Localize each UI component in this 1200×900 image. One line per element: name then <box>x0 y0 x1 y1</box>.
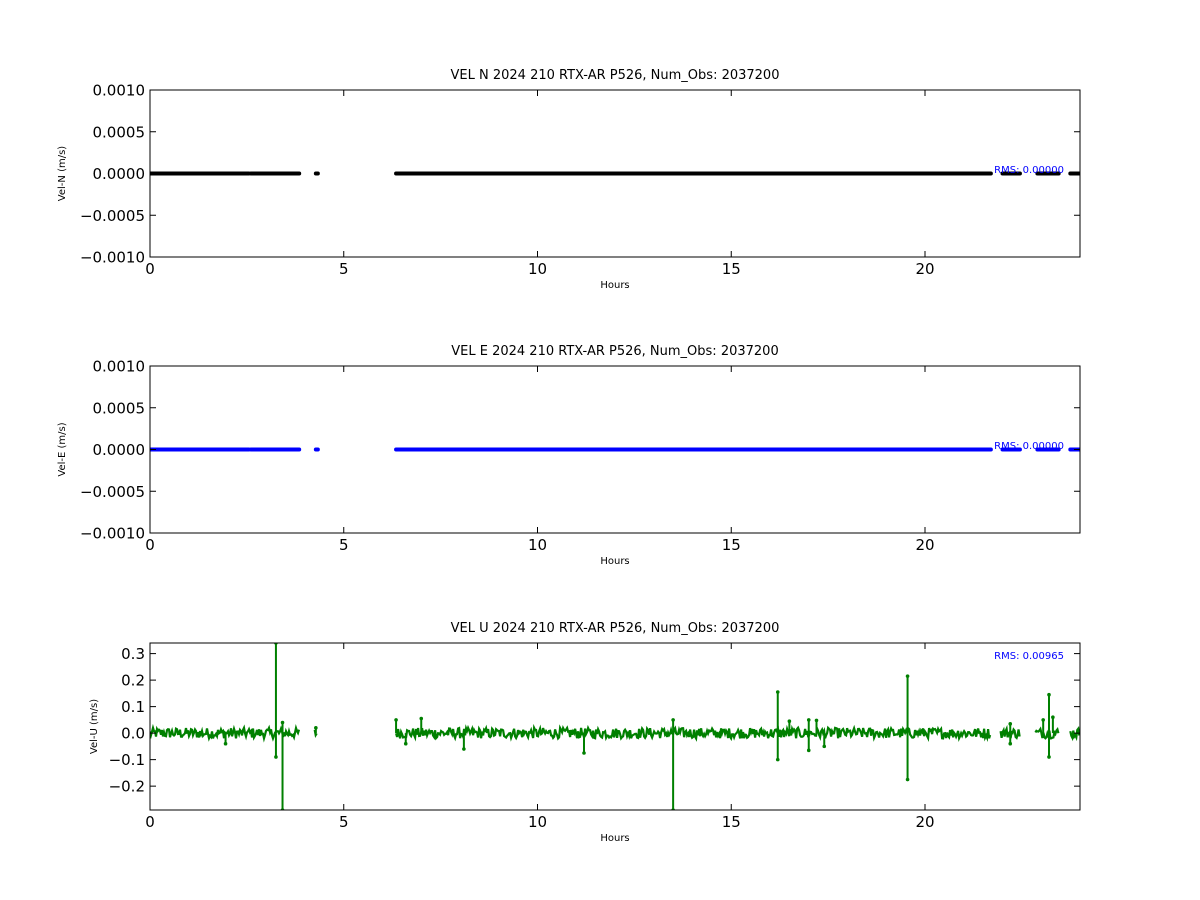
x-tick-label: 10 <box>528 813 547 831</box>
y-axis-label: Vel-N (m/s) <box>57 146 68 201</box>
x-tick-label: 5 <box>339 260 349 278</box>
data-point <box>394 718 398 722</box>
data-point <box>1041 718 1045 722</box>
data-point <box>280 720 285 725</box>
y-tick-label: 0.0 <box>121 725 145 743</box>
data-line-segment <box>150 723 301 743</box>
data-point <box>671 718 675 722</box>
x-tick-label: 15 <box>722 260 741 278</box>
y-tick-label: −0.0005 <box>80 483 145 501</box>
data-point <box>1047 692 1051 697</box>
x-axis-label: Hours <box>600 280 629 291</box>
data-point <box>1051 715 1055 720</box>
data-point <box>419 716 424 721</box>
y-tick-label: −0.0005 <box>80 207 145 225</box>
data-point <box>806 718 811 722</box>
chart-panel-1: VEL N 2024 210 RTX-AR P526, Num_Obs: 203… <box>57 68 1081 291</box>
data-point <box>582 751 586 755</box>
data-point <box>806 748 811 753</box>
y-tick-label: 0.0000 <box>93 441 146 459</box>
data-point <box>403 741 408 746</box>
chart-panel-3: VEL U 2024 210 RTX-AR P526, Num_Obs: 203… <box>89 621 1081 844</box>
chart-title: VEL E 2024 210 RTX-AR P526, Num_Obs: 203… <box>451 344 778 359</box>
y-tick-label: 0.0005 <box>93 123 146 141</box>
y-tick-label: 0.1 <box>121 698 145 716</box>
y-tick-label: 0.0010 <box>93 82 146 100</box>
x-axis-label: Hours <box>600 556 629 567</box>
x-axis-label: Hours <box>600 833 629 844</box>
data-line-segment <box>1069 725 1080 742</box>
data-point <box>314 726 318 730</box>
x-tick-label: 10 <box>528 536 547 554</box>
x-tick-label: 20 <box>915 536 934 554</box>
x-tick-label: 0 <box>145 536 155 554</box>
y-tick-label: 0.0005 <box>93 399 146 417</box>
x-tick-label: 10 <box>528 260 547 278</box>
chart-title: VEL U 2024 210 RTX-AR P526, Num_Obs: 203… <box>451 621 780 636</box>
data-point <box>775 757 780 762</box>
y-tick-label: 0.3 <box>121 645 145 663</box>
rms-annotation: RMS: 0.00965 <box>994 651 1064 662</box>
y-tick-label: −0.0010 <box>80 249 145 267</box>
data-layer <box>150 643 1080 810</box>
x-tick-label: 15 <box>722 813 741 831</box>
data-point <box>1008 722 1013 726</box>
data-point <box>822 744 827 749</box>
y-tick-label: −0.2 <box>109 778 145 796</box>
y-tick-label: 0.2 <box>121 672 145 690</box>
data-point <box>462 747 466 751</box>
data-point <box>905 674 910 678</box>
data-line-segment <box>395 723 992 742</box>
y-tick-label: 0.0000 <box>93 165 146 183</box>
x-tick-label: 15 <box>722 536 741 554</box>
rms-annotation: RMS: 0.00000 <box>994 165 1064 176</box>
x-tick-label: 20 <box>915 813 934 831</box>
chart-title: VEL N 2024 210 RTX-AR P526, Num_Obs: 203… <box>451 68 780 83</box>
data-point <box>1047 755 1051 759</box>
chart-panel-2: VEL E 2024 210 RTX-AR P526, Num_Obs: 203… <box>57 344 1081 567</box>
data-point <box>814 718 819 723</box>
data-point <box>787 719 792 723</box>
x-tick-label: 0 <box>145 260 155 278</box>
x-tick-label: 0 <box>145 813 155 831</box>
axes-frame <box>149 642 1081 811</box>
y-axis-label: Vel-U (m/s) <box>89 699 100 754</box>
rms-annotation: RMS: 0.00000 <box>994 441 1064 452</box>
x-tick-label: 5 <box>339 813 349 831</box>
x-tick-label: 5 <box>339 536 349 554</box>
y-tick-label: −0.1 <box>109 751 145 769</box>
data-point <box>905 777 910 782</box>
y-tick-label: 0.0010 <box>93 358 146 376</box>
x-tick-label: 20 <box>915 260 934 278</box>
y-axis-label: Vel-E (m/s) <box>57 422 68 476</box>
data-point <box>775 690 780 694</box>
y-tick-label: −0.0010 <box>80 525 145 543</box>
data-point <box>223 741 228 746</box>
data-line-segment <box>1034 726 1060 741</box>
data-point <box>1008 741 1013 746</box>
data-point <box>274 755 278 759</box>
